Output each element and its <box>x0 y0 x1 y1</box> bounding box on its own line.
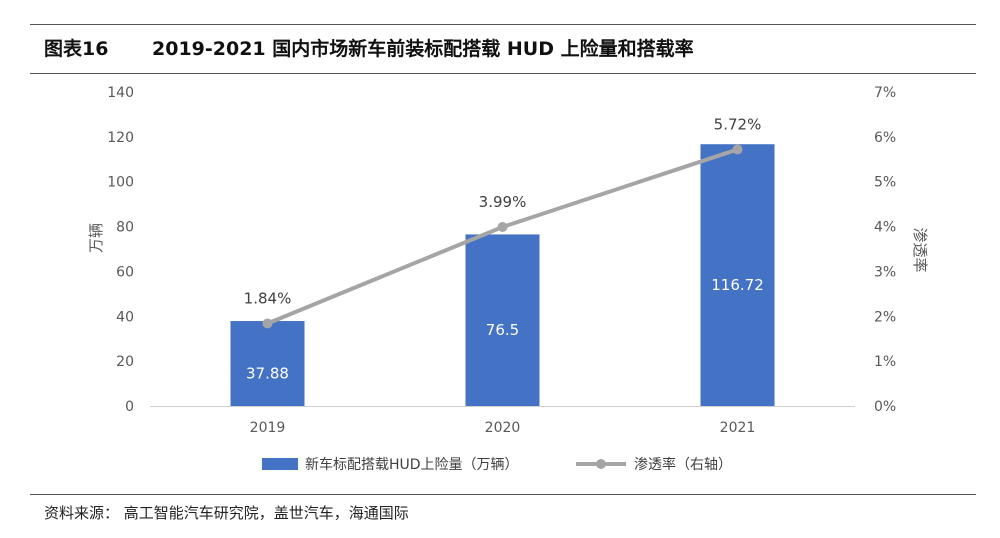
y-axis-title: 万辆 <box>87 223 105 253</box>
bar-2019 <box>230 321 305 406</box>
y-tick-label: 40 <box>116 309 134 325</box>
line-point-2021 <box>732 144 743 155</box>
y2-tick-label: 2% <box>874 309 896 325</box>
y-tick-label: 140 <box>107 85 134 101</box>
y-tick-label: 100 <box>107 175 134 191</box>
bar-value-label: 37.88 <box>246 365 289 383</box>
legend-line-label: 渗透率（右轴） <box>634 456 732 473</box>
x-tick-label: 2019 <box>250 420 286 436</box>
y2-tick-label: 0% <box>874 399 896 415</box>
legend-line-marker <box>596 459 606 469</box>
y2-tick-label: 5% <box>874 175 896 191</box>
line-value-label: 1.84% <box>244 289 292 307</box>
bar-2021 <box>700 144 775 406</box>
line-value-label: 5.72% <box>714 115 762 133</box>
legend-bar-label: 新车标配搭载HUD上险量（万辆） <box>305 456 519 473</box>
figure-title-text: 2019-2021 国内市场新车前装标配搭载 HUD 上险量和搭载率 <box>152 38 694 60</box>
top-rule <box>30 24 976 25</box>
line-point-2020 <box>497 222 508 233</box>
y2-tick-label: 1% <box>874 354 896 370</box>
y-tick-label: 20 <box>116 354 134 370</box>
legend-bar-swatch <box>262 458 298 470</box>
y2-tick-label: 7% <box>874 85 896 101</box>
bar-value-label: 76.5 <box>486 321 519 339</box>
y2-tick-label: 4% <box>874 220 896 236</box>
bar-2020 <box>465 234 540 406</box>
bottom-rule <box>30 494 976 495</box>
x-tick-label: 2020 <box>485 420 521 436</box>
y2-axis-title: 渗透率 <box>911 227 929 272</box>
figure-title: 图表16 2019-2021 国内市场新车前装标配搭载 HUD 上险量和搭载率 <box>44 34 694 61</box>
line-point-2019 <box>262 318 273 329</box>
y-tick-label: 60 <box>116 264 134 280</box>
y-tick-label: 120 <box>107 130 134 146</box>
line-value-label: 3.99% <box>479 193 527 211</box>
y2-tick-label: 6% <box>874 130 896 146</box>
title-rule <box>30 73 976 74</box>
y-tick-label: 0 <box>125 399 134 415</box>
source-note: 资料来源： 高工智能汽车研究院，盖世汽车，海通国际 <box>44 504 409 522</box>
y2-tick-label: 3% <box>874 264 896 280</box>
x-tick-label: 2021 <box>720 420 756 436</box>
figure-number: 图表16 <box>44 38 109 60</box>
y-tick-label: 80 <box>116 220 134 236</box>
bar-value-label: 116.72 <box>711 276 764 294</box>
